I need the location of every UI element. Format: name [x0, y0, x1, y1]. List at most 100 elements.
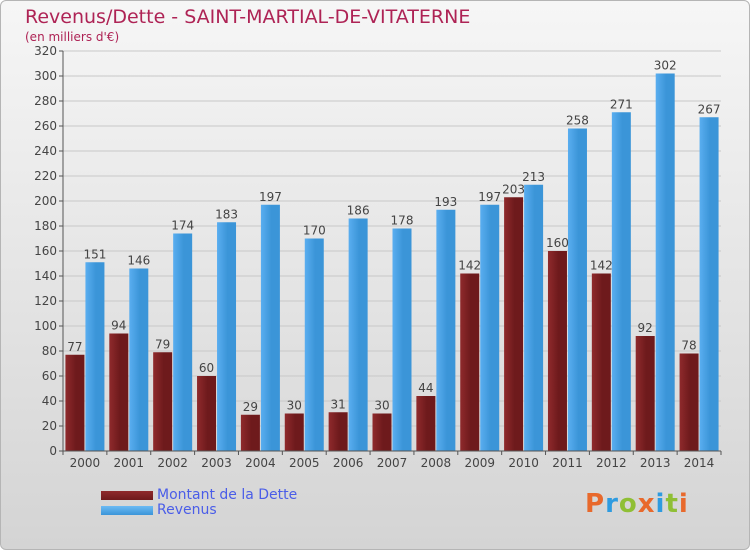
bar-revenus	[348, 218, 368, 451]
x-tick-label: 2013	[640, 456, 671, 470]
bar-dette	[240, 414, 260, 451]
bars	[65, 73, 719, 451]
y-tick-label: 260	[34, 119, 57, 133]
legend: Montant de la Dette Revenus	[101, 487, 421, 518]
chart-title: Revenus/Dette - SAINT-MARTIAL-DE-VITATER…	[25, 6, 471, 28]
x-tick-label: 2002	[157, 456, 188, 470]
bar-revenus	[480, 204, 500, 451]
y-tick-label: 120	[34, 294, 57, 308]
y-tick-label: 40	[42, 394, 57, 408]
legend-label-revenus: Revenus	[157, 502, 217, 518]
x-tick-label: 2006	[333, 456, 364, 470]
x-tick-label: 2001	[114, 456, 145, 470]
bar-dette	[372, 413, 392, 451]
bar-revenus	[304, 238, 324, 451]
x-tick-label: 2007	[377, 456, 408, 470]
y-tick-label: 200	[34, 194, 57, 208]
data-label-dette: 92	[638, 321, 653, 335]
bar-revenus	[655, 73, 675, 451]
y-tick-label: 300	[34, 69, 57, 83]
bar-dette	[416, 396, 436, 451]
data-label-revenus: 170	[303, 224, 326, 238]
data-label-dette: 60	[199, 361, 214, 375]
y-tick-label: 240	[34, 144, 57, 158]
data-label-dette: 203	[502, 182, 525, 196]
legend-item-dette: Montant de la Dette	[101, 487, 421, 503]
y-tick-label: 160	[34, 244, 57, 258]
bar-revenus	[392, 228, 412, 451]
data-label-dette: 160	[546, 236, 569, 250]
y-tick-label: 60	[42, 369, 57, 383]
legend-swatch-revenus	[101, 506, 153, 515]
data-label-dette: 29	[243, 400, 258, 414]
data-label-revenus: 197	[478, 190, 501, 204]
x-tick-label: 2009	[464, 456, 495, 470]
axes: 0 20 40 60 80 100 120 140 160 180 200 220 240 260 280 3…	[34, 44, 722, 470]
y-tick-label: 180	[34, 219, 57, 233]
bar-revenus	[173, 233, 193, 451]
x-tick-label: 2012	[596, 456, 627, 470]
bar-dette	[635, 336, 655, 451]
grid-lines	[63, 50, 721, 452]
y-tick-label: 220	[34, 169, 57, 183]
bar-revenus	[567, 128, 587, 451]
x-tick-label: 2011	[552, 456, 583, 470]
brand-letter: r	[605, 489, 619, 519]
brand-letter: o	[618, 489, 638, 519]
y-tick-label: 20	[42, 419, 57, 433]
data-label-revenus: 213	[522, 170, 545, 184]
brand-letter: i	[655, 489, 666, 519]
data-label-revenus: 151	[83, 247, 106, 261]
bar-revenus	[436, 209, 456, 451]
legend-item-revenus: Revenus	[101, 502, 421, 518]
data-label-dette: 79	[155, 337, 170, 351]
bar-dette	[460, 273, 480, 451]
x-tick-label: 2010	[508, 456, 539, 470]
data-label-dette: 30	[374, 399, 389, 413]
legend-label-dette: Montant de la Dette	[157, 487, 298, 503]
y-tick-label: 0	[49, 444, 57, 458]
bar-revenus	[85, 262, 105, 451]
bar-revenus	[129, 268, 149, 451]
data-label-revenus: 258	[566, 114, 589, 128]
data-label-revenus: 183	[215, 207, 238, 221]
brand-logo: Proxiti	[585, 489, 689, 519]
data-label-revenus: 146	[127, 254, 150, 268]
x-tick-label: 2003	[201, 456, 232, 470]
bar-revenus	[699, 117, 719, 451]
bar-dette	[504, 197, 524, 451]
x-tick-label: 2000	[70, 456, 101, 470]
data-label-dette: 44	[418, 381, 433, 395]
legend-swatch-dette	[101, 491, 153, 500]
brand-letter: P	[585, 489, 606, 519]
bar-dette	[591, 273, 611, 451]
brand-letter: i	[678, 489, 689, 519]
data-label-revenus: 178	[391, 214, 414, 228]
y-tick-label: 100	[34, 319, 57, 333]
bar-revenus	[611, 112, 631, 451]
bar-dette	[65, 354, 85, 451]
data-labels: 77 151 94 146 79 174 60 183 29 197 30 170 31 186 30 178…	[67, 59, 720, 414]
x-tick-label: 2014	[684, 456, 715, 470]
x-tick-label: 2008	[421, 456, 452, 470]
x-tick-label: 2004	[245, 456, 276, 470]
bar-dette	[284, 413, 304, 451]
data-label-revenus: 186	[347, 204, 370, 218]
bar-dette	[679, 353, 699, 451]
y-tick-label: 320	[34, 44, 57, 58]
bar-dette	[109, 333, 129, 451]
bar-dette	[547, 251, 567, 451]
bar-dette	[328, 412, 348, 451]
data-label-dette: 31	[330, 397, 345, 411]
bar-revenus	[524, 184, 544, 451]
x-tick-label: 2005	[289, 456, 320, 470]
data-label-revenus: 197	[259, 190, 282, 204]
data-label-revenus: 267	[698, 102, 721, 116]
brand-letter: x	[637, 489, 656, 519]
chart-subtitle: (en milliers d'€)	[25, 30, 120, 44]
data-label-revenus: 174	[171, 219, 194, 233]
data-label-revenus: 271	[610, 97, 633, 111]
bar-dette	[197, 376, 217, 451]
y-tick-label: 80	[42, 344, 57, 358]
